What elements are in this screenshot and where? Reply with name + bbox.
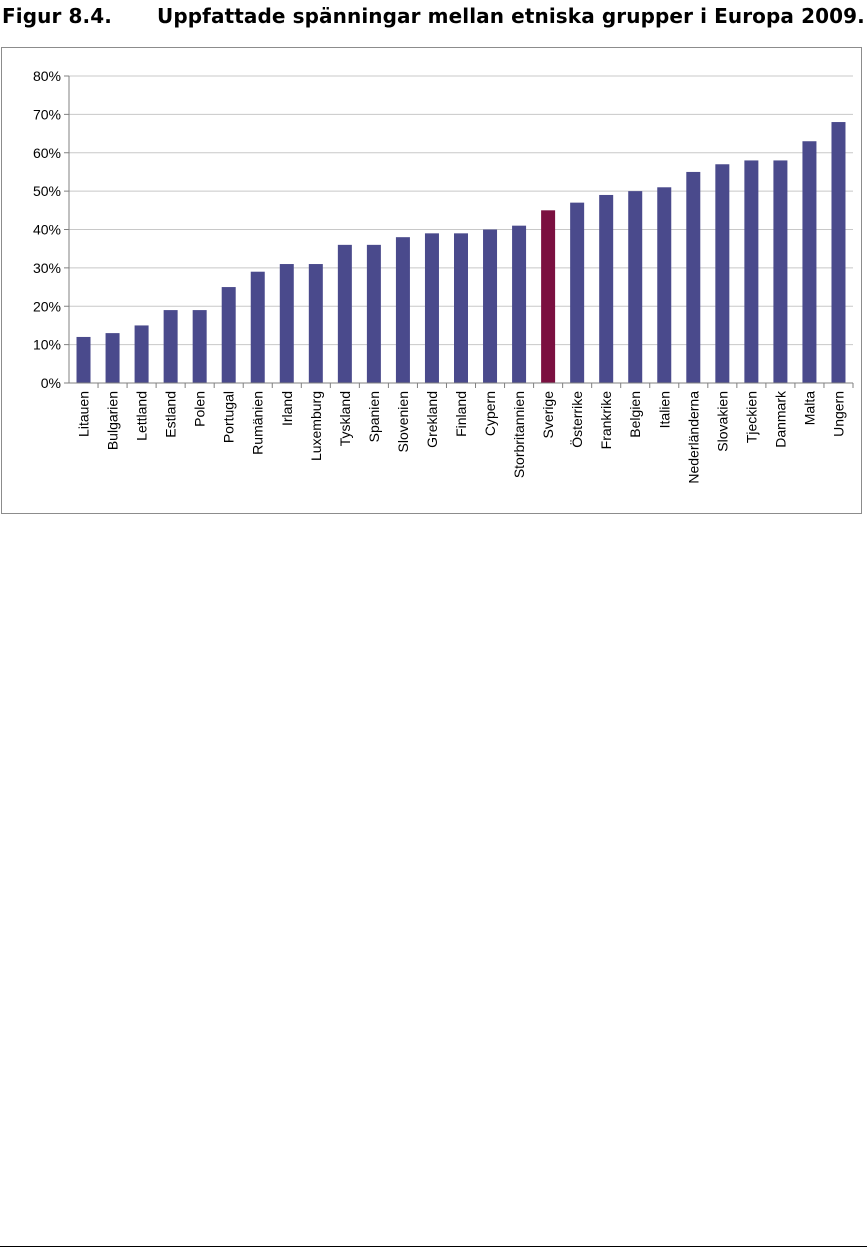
y-tick-label: 60%: [33, 145, 61, 161]
bar-frankrike: [599, 194, 614, 383]
bar-lettland: [134, 325, 149, 383]
x-category-label: Polen: [192, 391, 208, 427]
bar-polen: [192, 310, 207, 383]
y-tick-label: 70%: [33, 106, 61, 122]
bars: [76, 122, 846, 384]
x-category-label: Malta: [801, 391, 817, 425]
bar-malta: [802, 141, 817, 383]
y-tick-label: 40%: [33, 222, 61, 238]
x-category-label: Belgien: [627, 391, 643, 438]
y-tick-label: 30%: [33, 260, 61, 276]
x-category-label: Luxemburg: [308, 391, 324, 461]
y-tick-label: 20%: [33, 298, 61, 314]
bar-luxemburg: [308, 264, 323, 383]
x-category-label: Frankrike: [598, 391, 614, 450]
x-category-label: Irland: [279, 391, 295, 426]
bar-nederländerna: [686, 171, 701, 383]
x-category-label: Italien: [656, 391, 672, 428]
chart-frame: 0% 10% 20% 30% 40% 50% 60% 70% 80% Litauen Bulgar…: [1, 47, 862, 514]
bar-tyskland: [337, 244, 352, 383]
bar-italien: [657, 187, 672, 383]
x-category-label: Österrike: [568, 391, 585, 448]
y-tick-labels: 0% 10% 20% 30% 40% 50% 60% 70% 80%: [33, 68, 61, 391]
bar-chart: 0% 10% 20% 30% 40% 50% 60% 70% 80% Litauen Bulgar…: [33, 68, 854, 484]
y-tick-label: 50%: [33, 183, 61, 199]
bar-slovakien: [715, 164, 730, 383]
x-category-label: Grekland: [424, 391, 440, 448]
bar-tjeckien: [744, 160, 759, 383]
bar-rumänien: [250, 271, 265, 383]
axes: [64, 75, 854, 388]
x-category-label: Spanien: [366, 391, 382, 442]
x-category-label: Ungern: [830, 391, 846, 437]
x-category-label: Lettland: [134, 391, 150, 441]
bar-österrike: [570, 202, 585, 383]
x-category-label: Cypern: [482, 391, 498, 436]
x-category-label: Danmark: [772, 390, 788, 448]
bar-sverige: [541, 210, 556, 383]
page-bottom-rule: [0, 1246, 867, 1247]
y-tick-label: 0%: [41, 375, 61, 391]
bar-slovenien: [395, 237, 410, 383]
bar-ungern: [831, 122, 846, 384]
bar-belgien: [628, 191, 643, 383]
x-category-label: Sverige: [540, 391, 556, 439]
bar-estland: [163, 310, 178, 383]
figure-title: Uppfattade spänningar mellan etniska gru…: [157, 4, 865, 28]
figure-caption: Figur 8.4. Uppfattade spänningar mellan e…: [2, 4, 865, 28]
x-category-label: Estland: [163, 391, 179, 438]
x-category-label: Tyskland: [337, 391, 353, 446]
x-category-label: Slovenien: [395, 391, 411, 453]
x-category-label: Litauen: [76, 391, 92, 437]
figure-number: Figur 8.4.: [2, 4, 112, 28]
x-category-label: Portugal: [221, 391, 237, 443]
x-category-label: Nederländerna: [685, 391, 701, 484]
bar-irland: [279, 264, 294, 383]
x-category-label: Rumänien: [250, 391, 266, 455]
bar-storbritannien: [512, 225, 527, 383]
x-category-label: Finland: [453, 391, 469, 437]
bar-spanien: [366, 244, 381, 383]
bar-litauen: [76, 336, 91, 383]
x-category-label: Tjeckien: [743, 391, 759, 443]
y-tick-label: 10%: [33, 337, 61, 353]
bar-bulgarien: [105, 333, 120, 383]
bar-finland: [454, 233, 468, 383]
x-category-label: Bulgarien: [105, 391, 121, 450]
x-category-label: Slovakien: [714, 391, 730, 452]
bar-grekland: [424, 233, 439, 383]
x-category-labels: Litauen Bulgarien Lettland Estland Polen Port…: [76, 390, 847, 484]
bar-cypern: [483, 229, 498, 383]
x-category-label: Storbritannien: [511, 391, 527, 478]
y-tick-label: 80%: [33, 68, 61, 84]
bar-portugal: [221, 287, 236, 383]
bar-danmark: [773, 160, 788, 383]
